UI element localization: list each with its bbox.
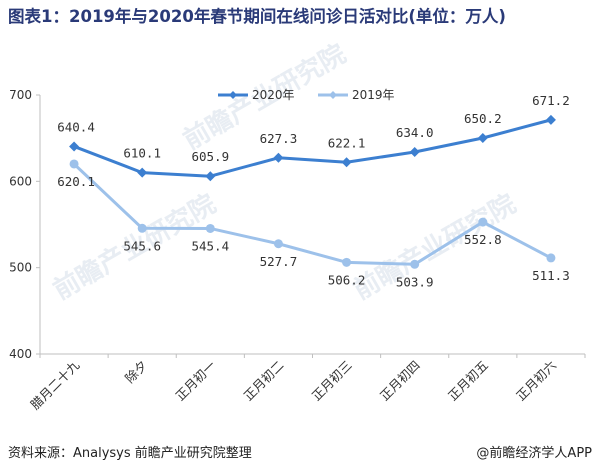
x-tick-label-7: 正月初六 — [513, 358, 559, 404]
series-1-point-7 — [546, 253, 556, 263]
data-label-1-1: 545.6 — [123, 238, 161, 253]
series-line-0 — [73, 118, 552, 178]
series-1-point-2 — [205, 223, 215, 233]
y-tick-label-2: 600 — [9, 174, 32, 188]
series-0-point-1 — [137, 167, 148, 178]
legend: 2020年 2019年 — [218, 88, 395, 102]
x-tick-label-0: 腊月二十九 — [27, 357, 82, 412]
y-tick-label-1: 500 — [9, 261, 32, 275]
chart-title: 图表1：2019年与2020年春节期间在线问诊日活对比(单位：万人) — [8, 7, 506, 26]
series-0-point-3 — [273, 152, 284, 163]
data-label-0-5: 634.0 — [396, 125, 434, 140]
data-label-0-2: 605.9 — [191, 149, 229, 164]
data-label-0-6: 650.2 — [464, 111, 502, 126]
data-label-0-4: 622.1 — [328, 135, 366, 150]
y-tick-label-3: 700 — [9, 88, 32, 102]
series-1-point-1 — [137, 223, 147, 233]
x-tick-label-1: 除夕 — [122, 358, 150, 386]
series-0-point-0 — [69, 141, 80, 152]
series-1-point-4 — [342, 257, 352, 267]
series-0-point-4 — [341, 157, 352, 168]
data-label-1-0: 620.1 — [57, 174, 95, 189]
data-label-1-7: 511.3 — [532, 268, 570, 283]
data-label-0-0: 640.4 — [57, 119, 95, 134]
series-0-point-7 — [545, 114, 556, 125]
data-label-0-3: 627.3 — [260, 131, 298, 146]
brand-credit: @前瞻经济学人APP — [476, 446, 592, 461]
legend-label-1: 2019年 — [352, 88, 395, 102]
series-1-point-0 — [69, 159, 79, 169]
data-label-1-2: 545.4 — [191, 238, 229, 253]
data-label-1-5: 503.9 — [396, 274, 434, 289]
x-tick-label-2: 正月初一 — [172, 358, 218, 404]
series-0-point-5 — [409, 146, 420, 157]
y-tick-label-0: 400 — [9, 347, 32, 361]
x-tick-label-3: 正月初二 — [241, 358, 287, 404]
legend-marker-0 — [229, 91, 237, 99]
series-line-1 — [73, 162, 552, 266]
series-0-point-6 — [477, 132, 488, 143]
data-label-0-7: 671.2 — [532, 93, 570, 108]
series-1-point-5 — [410, 259, 420, 269]
series-1-point-6 — [478, 217, 488, 227]
x-tick-label-4: 正月初三 — [309, 358, 355, 404]
data-labels: 640.4 610.1 605.9 627.3 622.1 634.0 650.2 671.2… — [57, 93, 570, 289]
data-label-1-4: 506.2 — [328, 272, 366, 287]
x-tick-label-6: 正月初五 — [445, 358, 491, 404]
data-label-1-3: 527.7 — [260, 254, 298, 269]
data-label-1-6: 552.8 — [464, 232, 502, 247]
watermark-text-1: 前瞻产业研究院 — [348, 188, 521, 306]
legend-marker-1 — [329, 91, 337, 99]
x-tick-label-5: 正月初四 — [377, 358, 423, 404]
series-0-point-2 — [205, 171, 216, 182]
legend-label-0: 2020年 — [252, 88, 295, 102]
data-label-0-1: 610.1 — [123, 146, 161, 161]
series-1-point-3 — [273, 239, 283, 249]
source-note: 资料来源：Analysys 前瞻产业研究院整理 — [8, 446, 252, 461]
series-lines — [69, 114, 556, 269]
